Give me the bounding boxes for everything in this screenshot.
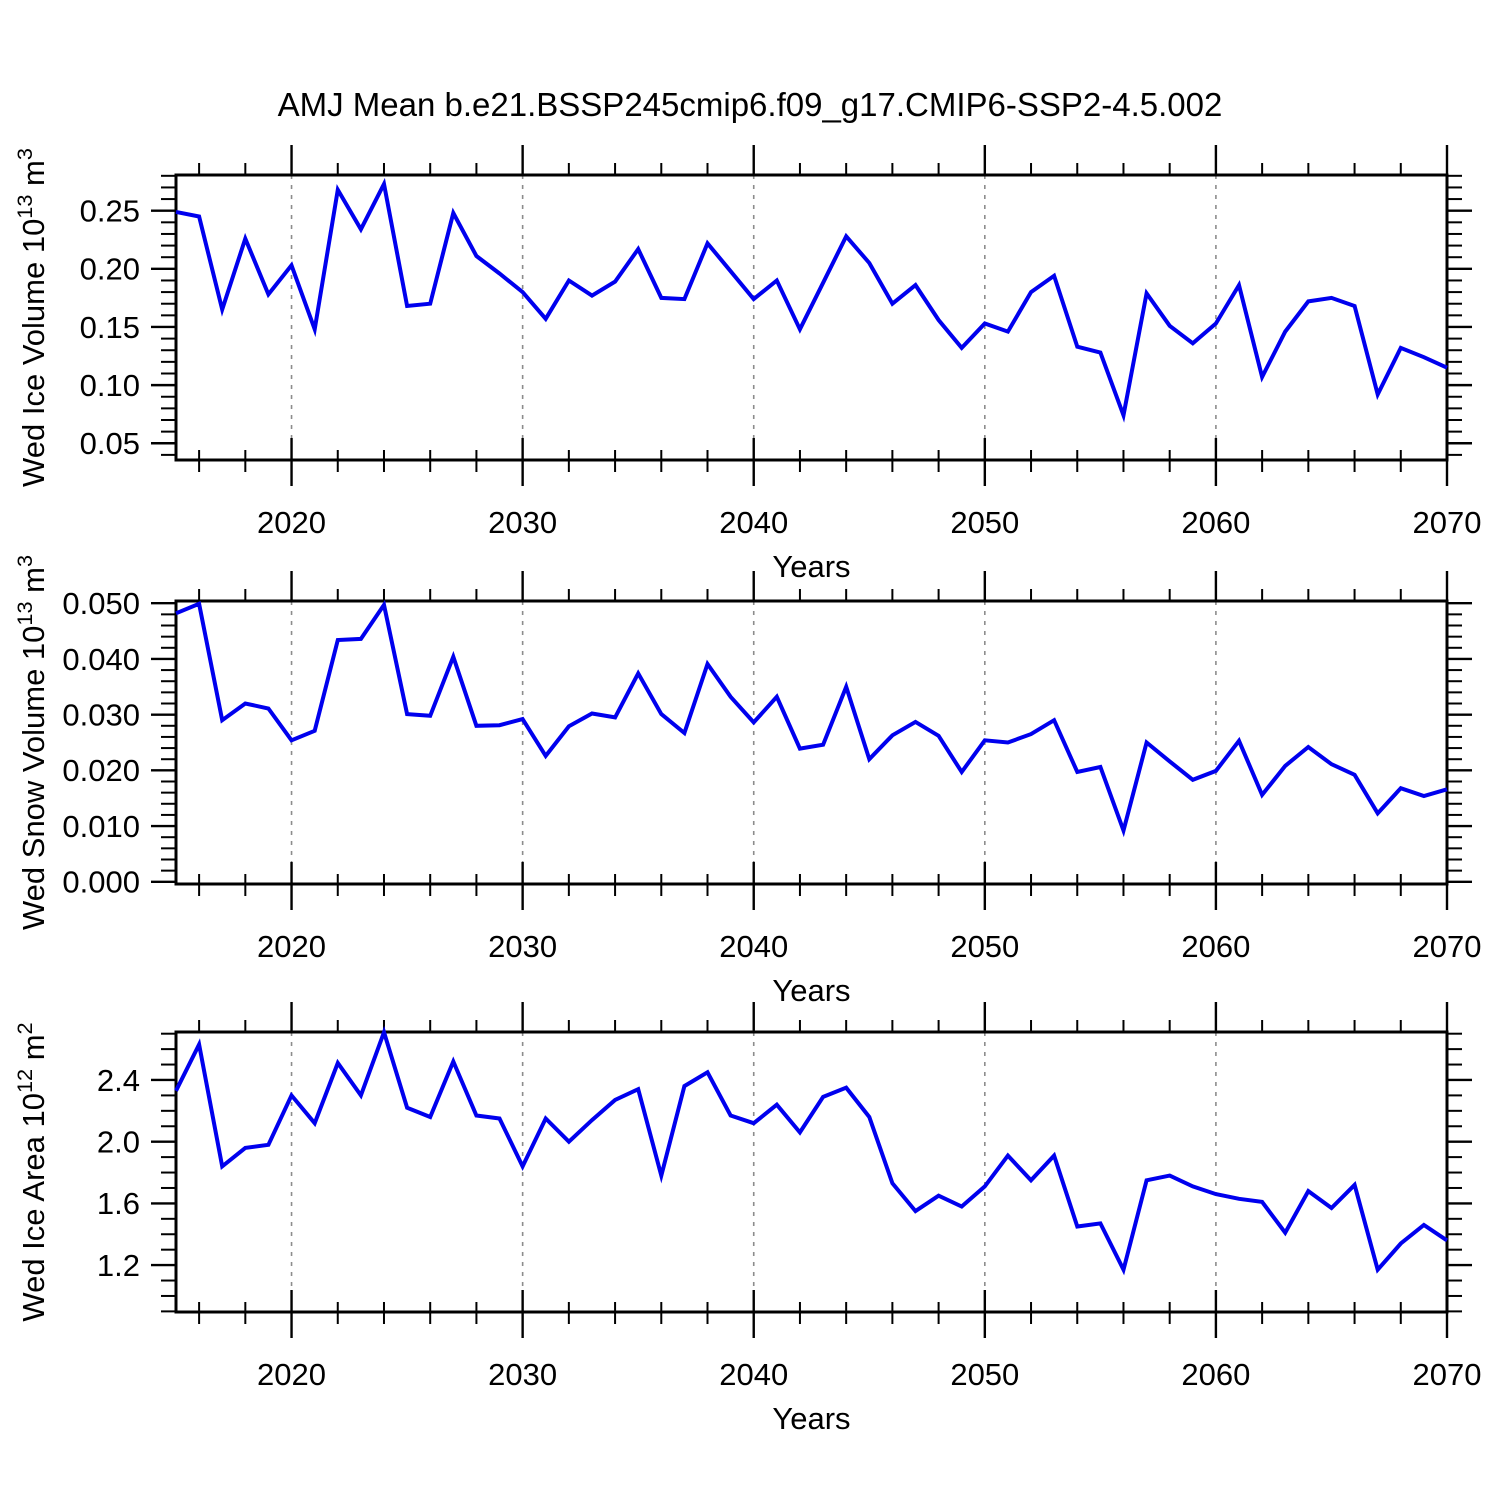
svg-text:0.20: 0.20 bbox=[80, 252, 140, 287]
svg-text:0.020: 0.020 bbox=[62, 753, 140, 788]
svg-text:2030: 2030 bbox=[488, 929, 557, 964]
svg-text:0.25: 0.25 bbox=[80, 194, 140, 229]
svg-text:2.0: 2.0 bbox=[97, 1125, 140, 1160]
svg-text:2030: 2030 bbox=[488, 1357, 557, 1392]
svg-text:0.10: 0.10 bbox=[80, 368, 140, 403]
svg-text:0.05: 0.05 bbox=[80, 426, 140, 461]
panel-1-wed-ice-volume: 2020 2030 2040 2050 2060 2070 0.05 0.10 0.15 0.20… bbox=[12, 145, 1481, 584]
svg-text:2070: 2070 bbox=[1413, 929, 1482, 964]
chart-title: AMJ Mean b.e21.BSSP245cmip6.f09_g17.CMIP… bbox=[277, 86, 1223, 123]
svg-text:0.010: 0.010 bbox=[62, 809, 140, 844]
svg-text:0.030: 0.030 bbox=[62, 697, 140, 732]
svg-text:2020: 2020 bbox=[257, 505, 326, 540]
svg-text:0.15: 0.15 bbox=[80, 310, 140, 345]
svg-text:2070: 2070 bbox=[1413, 505, 1482, 540]
svg-text:Years: Years bbox=[772, 1401, 850, 1436]
svg-text:2060: 2060 bbox=[1181, 1357, 1250, 1392]
svg-text:2060: 2060 bbox=[1181, 929, 1250, 964]
svg-text:Wed Snow Volume 1013 m3: Wed Snow Volume 1013 m3 bbox=[12, 555, 51, 930]
svg-text:1.6: 1.6 bbox=[97, 1186, 140, 1221]
series-line-wed-ice-area bbox=[174, 1025, 1449, 1276]
svg-text:Wed Ice Area 1012 m2: Wed Ice Area 1012 m2 bbox=[12, 1022, 51, 1321]
svg-text:2030: 2030 bbox=[488, 505, 557, 540]
svg-text:2.4: 2.4 bbox=[97, 1063, 140, 1098]
panel-3-wed-ice-area: 2020 2030 2040 2050 2060 2070 1.2 1.6 2.0 2.4 Year… bbox=[12, 1002, 1481, 1436]
svg-text:2020: 2020 bbox=[257, 1357, 326, 1392]
svg-text:2040: 2040 bbox=[719, 929, 788, 964]
svg-text:2040: 2040 bbox=[719, 505, 788, 540]
svg-text:Years: Years bbox=[772, 549, 850, 584]
series-line-wed-ice-volume bbox=[175, 177, 1448, 423]
svg-text:2020: 2020 bbox=[257, 929, 326, 964]
svg-text:0.000: 0.000 bbox=[62, 865, 140, 900]
svg-text:2050: 2050 bbox=[950, 929, 1019, 964]
svg-text:Wed Ice Volume 1013 m3: Wed Ice Volume 1013 m3 bbox=[12, 148, 51, 487]
svg-text:2050: 2050 bbox=[950, 1357, 1019, 1392]
svg-text:1.2: 1.2 bbox=[97, 1248, 140, 1283]
svg-text:0.050: 0.050 bbox=[62, 586, 140, 621]
svg-text:2050: 2050 bbox=[950, 505, 1019, 540]
svg-text:2060: 2060 bbox=[1181, 505, 1250, 540]
panel-2-wed-snow-volume: 2020 2030 2040 2050 2060 2070 0.000 0.010 0.020 0… bbox=[12, 555, 1481, 1008]
svg-text:Years: Years bbox=[772, 973, 850, 1008]
svg-text:0.040: 0.040 bbox=[62, 642, 140, 677]
svg-text:2040: 2040 bbox=[719, 1357, 788, 1392]
svg-text:2070: 2070 bbox=[1413, 1357, 1482, 1392]
series-line-wed-snow-volume bbox=[175, 599, 1448, 838]
